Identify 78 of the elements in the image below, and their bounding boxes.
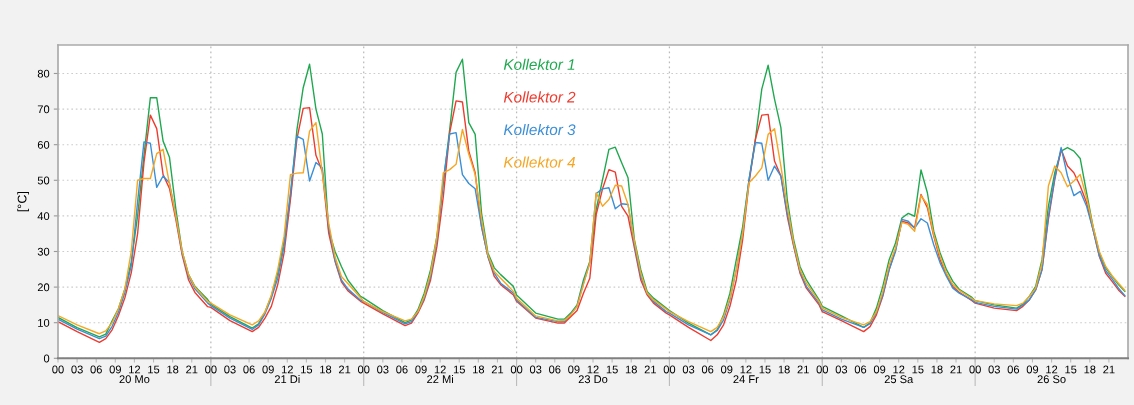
x-tick-label: 09 bbox=[873, 365, 886, 374]
x2-tick-label: 24 Fr bbox=[733, 375, 759, 384]
x-tick-label: 06 bbox=[396, 365, 408, 374]
x-tick-label: 06 bbox=[1007, 365, 1020, 374]
y-tick-label: 10 bbox=[38, 318, 50, 327]
x-tick-label: 00 bbox=[52, 365, 64, 374]
x-tick-label: 00 bbox=[205, 365, 217, 374]
y-tick-label: 70 bbox=[37, 105, 50, 114]
x2-tick-label: 20 Mo bbox=[119, 375, 150, 384]
x2-tick-label: 22 Mi bbox=[427, 374, 453, 384]
x-tick-label: 15 bbox=[1065, 365, 1077, 374]
x-tick-label: 15 bbox=[606, 365, 618, 374]
y-axis-title: [°C] bbox=[17, 192, 29, 212]
x-tick-label: 03 bbox=[988, 365, 1000, 374]
x-tick-label: 09 bbox=[1026, 365, 1039, 374]
x-tick-label: 09 bbox=[568, 365, 580, 374]
x-tick-label: 18 bbox=[473, 365, 485, 374]
x-tick-label: 03 bbox=[682, 365, 695, 374]
x-tick-label: 12 bbox=[740, 365, 752, 374]
x-tick-label: 15 bbox=[759, 365, 771, 374]
x-tick-label: 12 bbox=[1046, 365, 1058, 374]
x-tick-label: 15 bbox=[912, 365, 924, 374]
x-tick-label: 12 bbox=[281, 365, 293, 374]
x-tick-label: 15 bbox=[301, 365, 313, 374]
x2-tick-label: 26 So bbox=[1037, 375, 1066, 384]
x-tick-label: 18 bbox=[167, 365, 179, 374]
x-tick-label: 21 bbox=[491, 365, 504, 374]
x-tick-label: 03 bbox=[835, 365, 848, 374]
x-tick-label: 09 bbox=[415, 365, 427, 374]
x-tick-label: 12 bbox=[129, 365, 141, 374]
x-tick-label: 21 bbox=[950, 365, 962, 374]
x-tick-label: 06 bbox=[90, 365, 102, 374]
x-tick-label: 00 bbox=[357, 365, 370, 374]
text: Kollektor 1 bbox=[503, 58, 575, 70]
x-tick-label: 03 bbox=[377, 365, 389, 374]
y-tick-label: 40 bbox=[37, 212, 50, 221]
x-tick-label: 00 bbox=[663, 365, 676, 374]
x-tick-label: 06 bbox=[854, 365, 867, 374]
x-tick-label: 09 bbox=[262, 365, 274, 374]
text: Kollektor 2 bbox=[503, 91, 576, 103]
y-tick-label: 30 bbox=[37, 247, 50, 256]
series-label: Kollektor 4 bbox=[503, 156, 576, 168]
y-tick-label: 50 bbox=[37, 176, 50, 185]
y-tick-label: 80 bbox=[37, 69, 50, 78]
x-tick-label: 15 bbox=[453, 365, 465, 374]
x-tick-label: 06 bbox=[701, 365, 714, 374]
x-tick-label: 03 bbox=[71, 365, 83, 374]
text: Kollektor 3 bbox=[503, 123, 576, 136]
x2-tick-label: 23 Do bbox=[578, 375, 608, 384]
x-tick-label: 18 bbox=[625, 365, 637, 374]
x-tick-label: 21 bbox=[186, 365, 198, 374]
x-tick-label: 00 bbox=[816, 365, 829, 374]
x-tick-label: 15 bbox=[148, 365, 160, 374]
line-series bbox=[58, 58, 1126, 338]
x-tick-label: 21 bbox=[797, 365, 809, 374]
x-tick-label: 21 bbox=[1103, 365, 1115, 374]
x-tick-label: 18 bbox=[931, 365, 943, 374]
x2-tick-label: 25 Sa bbox=[884, 375, 914, 384]
x-tick-label: 06 bbox=[243, 365, 255, 374]
x-tick-label: 21 bbox=[338, 365, 351, 374]
x-tick-label: 00 bbox=[510, 365, 523, 374]
x-tick-label: 12 bbox=[434, 365, 446, 374]
y-tick-label: 20 bbox=[37, 283, 50, 292]
x-tick-label: 03 bbox=[224, 365, 236, 374]
x-tick-label: 00 bbox=[969, 365, 981, 374]
x2-tick-label: 21 Di bbox=[274, 374, 300, 384]
x-tick-label: 21 bbox=[644, 365, 656, 374]
x-tick-label: 06 bbox=[549, 365, 561, 374]
x-tick-label: 18 bbox=[320, 365, 332, 374]
x-tick-label: 18 bbox=[1084, 365, 1096, 374]
y-tick-label: 60 bbox=[37, 140, 50, 149]
x-tick-label: 09 bbox=[109, 365, 121, 374]
x-tick-label: 12 bbox=[893, 365, 905, 374]
x-tick-label: 09 bbox=[721, 365, 733, 374]
x-tick-label: 03 bbox=[529, 365, 542, 374]
y-tick-label: 0 bbox=[43, 354, 50, 363]
x-tick-label: 18 bbox=[778, 365, 790, 374]
x-tick-label: 12 bbox=[587, 365, 599, 374]
